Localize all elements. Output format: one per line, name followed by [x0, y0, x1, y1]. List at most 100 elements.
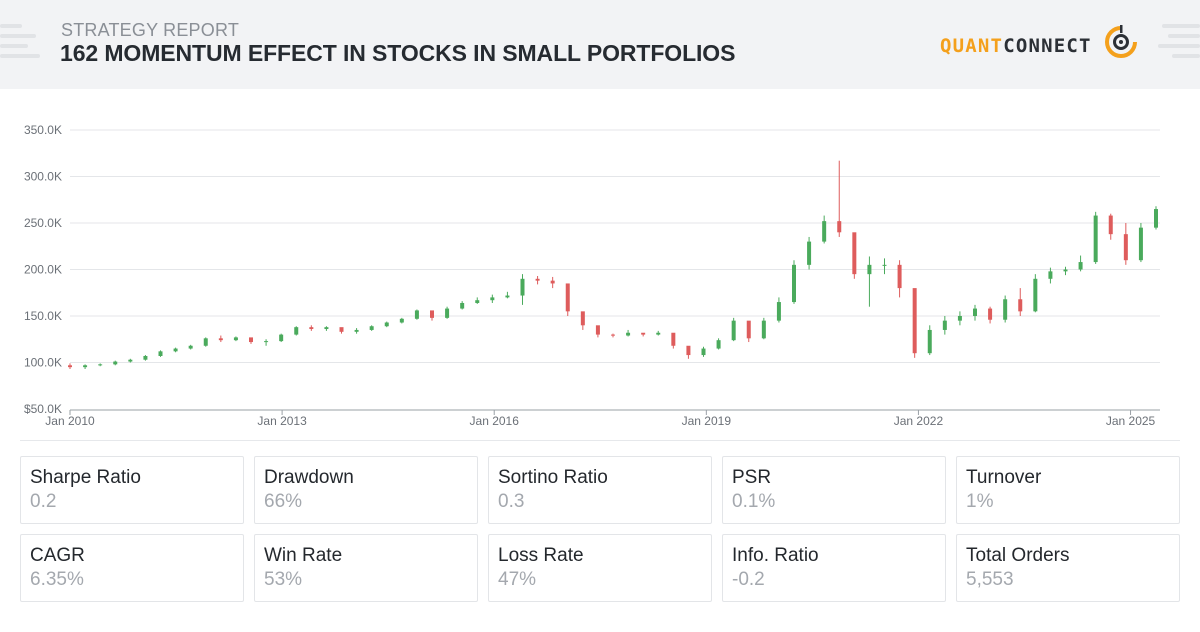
- candle-body: [761, 320, 766, 339]
- metric-value: 0.3: [498, 491, 525, 512]
- metric-card: PSR 0.1%: [722, 456, 946, 524]
- candle-body: [430, 310, 434, 318]
- equity-chart: $50.0K 100.0K 150.0K 200.0K 250.0K 300.0K 350.…: [0, 110, 1200, 440]
- metric-card: Drawdown 66%: [254, 456, 478, 524]
- candle-body: [98, 364, 103, 366]
- candle-body: [218, 338, 223, 341]
- candle-body: [369, 326, 374, 330]
- metric-card: Win Rate 53%: [254, 534, 478, 602]
- candle-body: [1063, 269, 1068, 272]
- candle-body: [490, 297, 495, 301]
- candle-body: [1018, 299, 1023, 312]
- candle-body: [294, 327, 299, 335]
- metric-card: Turnover 1%: [956, 456, 1180, 524]
- candle-body: [1033, 278, 1038, 312]
- metric-label: Win Rate: [264, 545, 343, 566]
- candle-body: [279, 334, 284, 342]
- candle-body: [1093, 215, 1098, 263]
- report-title: 162 MOMENTUM EFFECT IN STOCKS IN SMALL P…: [60, 40, 736, 66]
- candle-body: [1123, 234, 1128, 261]
- candle-body: [641, 332, 646, 335]
- report-kicker: STRATEGY REPORT: [61, 20, 240, 40]
- equity-candlestick-chart: $50.0K 100.0K 150.0K 200.0K 250.0K 300.0K 350.…: [24, 123, 1160, 428]
- candle-body: [475, 300, 480, 303]
- candle-body: [792, 264, 796, 303]
- metric-value: 53%: [264, 569, 303, 590]
- candle-body: [716, 340, 721, 349]
- metric-label: Total Orders: [966, 545, 1070, 566]
- candle-body: [1154, 209, 1158, 228]
- candle-body: [460, 302, 465, 309]
- candle-body: [701, 348, 706, 356]
- candle-body: [233, 337, 238, 341]
- logo-text-quant: QUANT: [940, 35, 1004, 57]
- metric-card: Sortino Ratio 0.3: [488, 456, 712, 524]
- candle-body: [113, 361, 118, 365]
- candle-body: [912, 288, 917, 354]
- metric-label: Sortino Ratio: [498, 467, 608, 488]
- candle-body: [158, 351, 163, 356]
- header-decoration-right: [1158, 22, 1200, 66]
- candle-body: [942, 320, 947, 330]
- metric-label: PSR: [732, 467, 772, 488]
- candle-body: [656, 332, 661, 335]
- chart-divider: [20, 440, 1180, 441]
- candle-body: [309, 327, 314, 330]
- candle-body: [414, 310, 419, 319]
- candle-body: [143, 355, 148, 360]
- candle-body: [686, 345, 691, 356]
- candle-body: [973, 308, 977, 316]
- candle-body: [776, 302, 781, 321]
- y-tick-label: 200.0K: [24, 263, 62, 277]
- y-tick-label: 300.0K: [24, 170, 62, 184]
- metric-value: 47%: [498, 569, 537, 590]
- candle-body: [203, 338, 208, 346]
- header-decoration-left: [0, 22, 48, 66]
- candle-body: [354, 329, 359, 332]
- candle-body: [822, 221, 827, 242]
- report-header: STRATEGY REPORT 162 MOMENTUM EFFECT IN S…: [0, 0, 1200, 89]
- candle-body: [988, 308, 993, 320]
- candle-body: [1078, 262, 1083, 270]
- candle-body: [550, 280, 555, 284]
- metric-card: Total Orders 5,553: [956, 534, 1180, 602]
- candle-body: [595, 325, 600, 335]
- candle-body: [249, 337, 253, 343]
- candle-body: [671, 332, 676, 346]
- candle-body: [188, 345, 193, 349]
- metric-value: 66%: [264, 491, 303, 512]
- y-tick-label: 150.0K: [24, 309, 62, 323]
- metric-value: 1%: [966, 491, 994, 512]
- metric-card: Sharpe Ratio 0.2: [20, 456, 244, 524]
- metric-label: Drawdown: [264, 467, 354, 488]
- y-tick-label: 250.0K: [24, 216, 62, 230]
- candle-body: [445, 308, 450, 318]
- candle-body: [1048, 271, 1053, 279]
- y-tick-label: 350.0K: [24, 123, 62, 137]
- candle-body: [128, 359, 133, 362]
- candle-body: [746, 320, 751, 339]
- candle-body: [1003, 299, 1008, 320]
- candle-body: [384, 322, 389, 327]
- candle-body: [83, 365, 88, 368]
- metric-value: 0.1%: [732, 491, 776, 512]
- metric-value: -0.2: [732, 569, 765, 590]
- candle-body: [731, 320, 736, 341]
- candle-body: [852, 232, 857, 275]
- metric-label: Turnover: [966, 467, 1042, 488]
- x-tick-label: Jan 2022: [894, 414, 944, 428]
- candle-body: [957, 316, 962, 321]
- candle-body: [927, 329, 932, 354]
- candle-body: [580, 311, 585, 326]
- metric-card: CAGR 6.35%: [20, 534, 244, 602]
- metric-label: Sharpe Ratio: [30, 467, 141, 488]
- candle-body: [68, 365, 72, 368]
- candle-body: [897, 264, 902, 289]
- candle-body: [339, 327, 344, 332]
- candle-body: [173, 348, 178, 352]
- metric-label: Info. Ratio: [732, 545, 819, 566]
- y-tick-label: 100.0K: [24, 356, 62, 370]
- candle-body: [264, 341, 269, 343]
- candle-body: [565, 283, 570, 312]
- x-tick-label: Jan 2016: [470, 414, 520, 428]
